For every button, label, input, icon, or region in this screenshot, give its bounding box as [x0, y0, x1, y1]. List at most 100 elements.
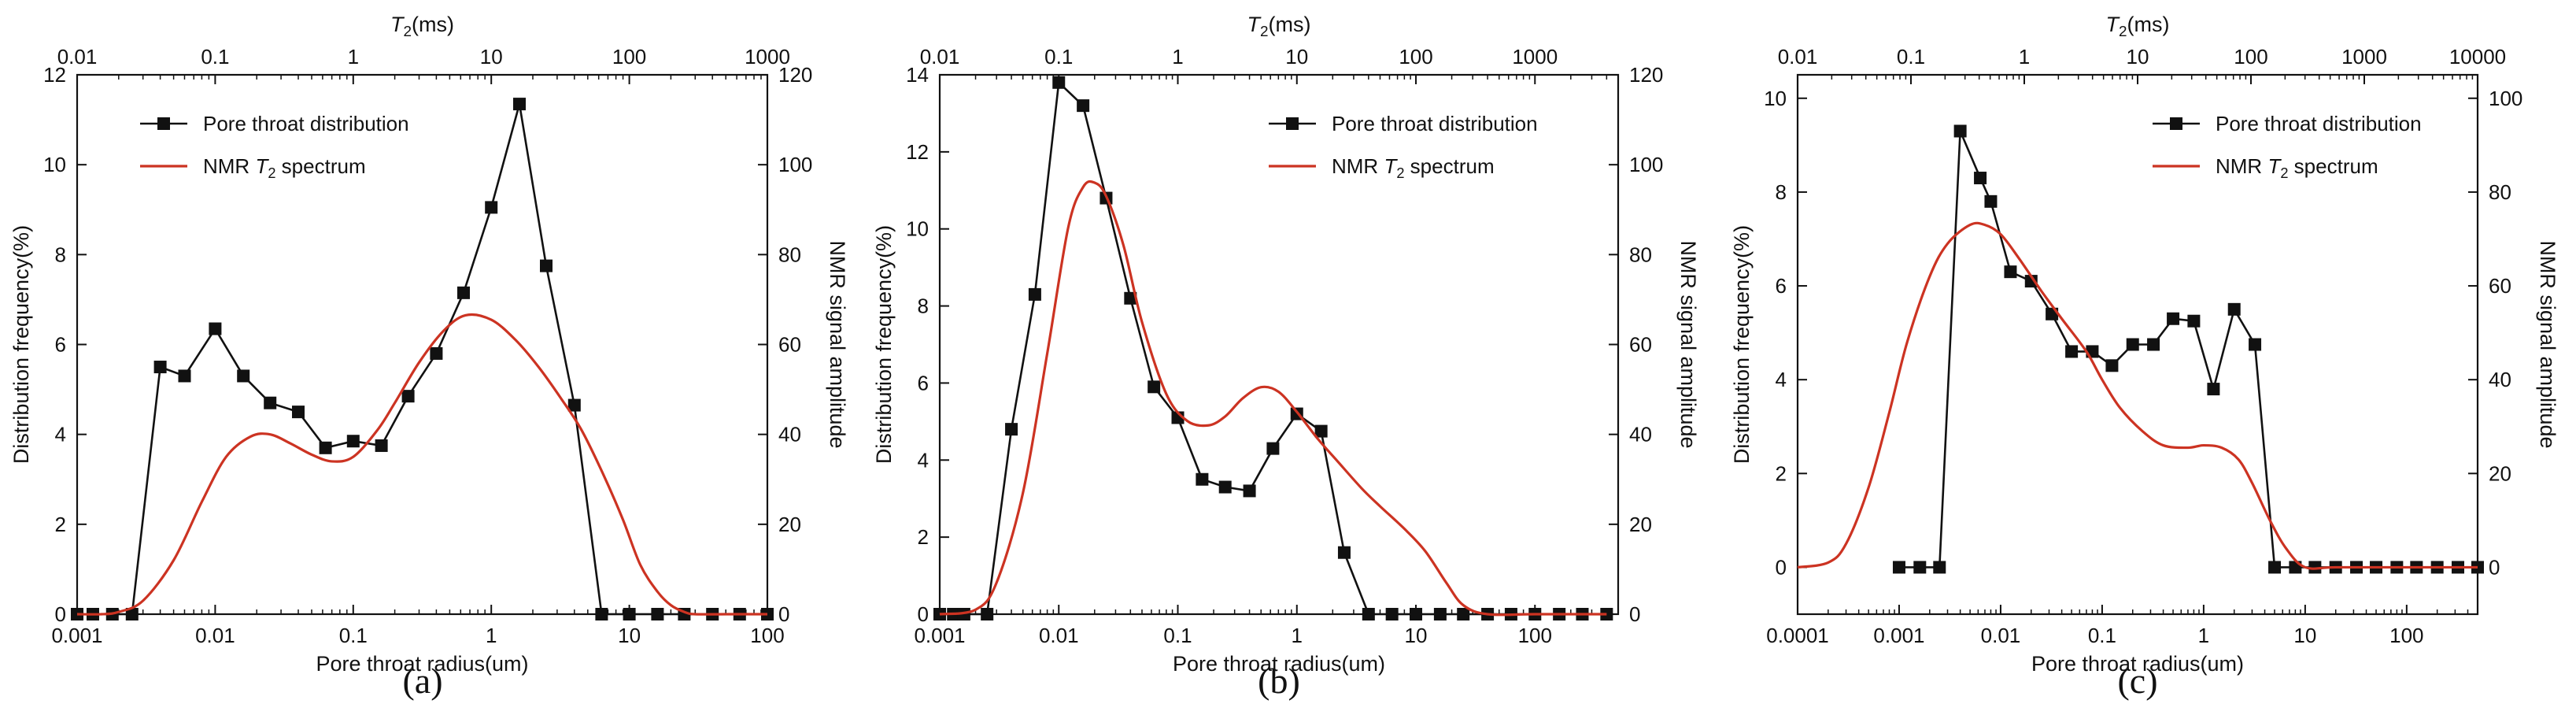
- y-right-axis-title: NMR signal amplitude: [2536, 240, 2559, 448]
- y-left-tick-label: 0: [55, 602, 66, 626]
- data-point-pore-throat: [346, 435, 360, 448]
- data-point-pore-throat: [430, 346, 443, 360]
- y-left-axis-title: Distribution frequency(%): [1730, 225, 1754, 464]
- y-right-tick-label: 80: [778, 243, 801, 266]
- y-left-tick-label: 2: [918, 525, 929, 549]
- x-tick-label: 100: [2389, 624, 2423, 647]
- panel-label: (b): [1258, 661, 1300, 701]
- data-point-pore-throat: [153, 361, 167, 374]
- y-right-tick-label: 80: [1629, 243, 1652, 266]
- data-point-pore-throat: [2024, 275, 2038, 288]
- data-point-pore-throat: [1243, 484, 1256, 498]
- data-point-pore-throat: [2207, 383, 2220, 396]
- x-tick-label: 10: [618, 624, 641, 647]
- top-tick-label: 10: [2127, 45, 2149, 69]
- legend-label-pore-throat: Pore throat distribution: [1332, 112, 1538, 135]
- y-right-tick-label: 20: [778, 513, 801, 536]
- data-point-pore-throat: [1933, 561, 1946, 574]
- x-tick-label: 0.1: [339, 624, 368, 647]
- x-tick-label: 0.001: [914, 624, 965, 647]
- y-left-tick-label: 0: [918, 602, 929, 626]
- data-point-pore-throat: [2105, 359, 2119, 372]
- y-left-tick-label: 8: [918, 294, 929, 318]
- legend-label-nmr-t2: NMR T2 spectrum: [203, 154, 366, 181]
- top-tick-label: 1: [1172, 45, 1183, 69]
- x-tick-label: 1: [2198, 624, 2209, 647]
- y-left-tick-label: 4: [918, 448, 929, 472]
- data-point-pore-throat: [2227, 302, 2241, 316]
- y-right-tick-label: 20: [1629, 513, 1652, 536]
- y-right-tick-label: 60: [778, 333, 801, 357]
- panel-label: (c): [2117, 661, 2157, 701]
- data-point-pore-throat: [1077, 99, 1090, 113]
- legend-label-nmr-t2: NMR T2 spectrum: [2216, 154, 2378, 181]
- y-right-tick-label: 60: [1629, 333, 1652, 357]
- data-point-pore-throat: [1148, 380, 1161, 394]
- data-point-pore-throat: [981, 608, 994, 620]
- data-point-pore-throat: [125, 608, 139, 620]
- data-point-pore-throat: [595, 608, 608, 620]
- top-tick-label: 0.1: [1897, 45, 1925, 69]
- legend-label-nmr-t2: NMR T2 spectrum: [1332, 154, 1495, 181]
- x-tick-label: 10: [2293, 624, 2316, 647]
- y-left-tick-label: 10: [43, 153, 66, 176]
- chart-panel-a: 0.001 0.01 0.1 1 10 1000.01 0.1 1 10 100 1000T2(ms…: [9, 13, 849, 701]
- data-point-pore-throat: [539, 259, 553, 272]
- x-tick-label: 100: [750, 624, 784, 647]
- top-axis-title: T2(ms): [390, 13, 454, 40]
- data-point-pore-throat: [513, 98, 527, 111]
- y-left-tick-label: 2: [1776, 461, 1787, 485]
- data-point-pore-throat: [1052, 76, 1066, 89]
- top-tick-label: 10000: [2449, 45, 2506, 69]
- data-point-pore-throat: [457, 286, 471, 299]
- data-point-pore-throat: [2147, 338, 2160, 351]
- data-point-pore-throat: [1457, 608, 1470, 620]
- data-point-pore-throat: [2268, 561, 2282, 574]
- y-right-tick-label: 0: [2489, 555, 2500, 579]
- y-left-tick-label: 6: [1776, 274, 1787, 298]
- data-point-pore-throat: [264, 396, 277, 409]
- legend-label-pore-throat: Pore throat distribution: [2216, 112, 2422, 135]
- top-tick-label: 0.1: [201, 45, 229, 69]
- x-axis-title: Pore throat radius(um): [2031, 652, 2244, 676]
- data-point-pore-throat: [485, 201, 498, 214]
- top-axis-title: T2(ms): [2106, 13, 2170, 40]
- top-tick-label: 0.1: [1044, 45, 1073, 69]
- data-point-pore-throat: [237, 369, 250, 383]
- data-point-pore-throat: [1266, 442, 1280, 455]
- y-right-tick-label: 20: [2489, 461, 2511, 485]
- legend: Pore throat distribution NMR T2 spectrum: [2153, 112, 2422, 181]
- y-right-tick-label: 100: [2489, 87, 2522, 110]
- y-right-tick-label: 60: [2489, 274, 2511, 298]
- series-curve-nmr-t2: [1797, 221, 2478, 570]
- x-axis-title: Pore throat radius(um): [1173, 652, 1385, 676]
- top-tick-label: 1: [2019, 45, 2030, 69]
- y-left-tick-label: 10: [1764, 87, 1787, 110]
- data-point-pore-throat: [2004, 265, 2017, 279]
- y-right-tick-label: 40: [778, 423, 801, 446]
- data-point-pore-throat: [375, 439, 388, 452]
- x-tick-label: 0.01: [1039, 624, 1079, 647]
- x-tick-label: 0.1: [1163, 624, 1192, 647]
- y-left-tick-label: 2: [55, 513, 66, 536]
- chart-panel-b: 0.001 0.01 0.1 1 10 1000.01 0.1 1 10 100 1000T2(ms…: [872, 13, 1700, 701]
- legend-marker-pore-throat: [2170, 117, 2182, 130]
- top-tick-label: 100: [612, 45, 646, 69]
- y-left-tick-label: 4: [1776, 368, 1787, 391]
- y-right-tick-label: 80: [2489, 180, 2511, 204]
- data-point-pore-throat: [2065, 345, 2079, 358]
- top-tick-label: 10: [480, 45, 503, 69]
- x-tick-label: 0.01: [1981, 624, 2021, 647]
- y-left-tick-label: 6: [55, 333, 66, 357]
- y-left-tick-label: 12: [906, 140, 929, 164]
- data-point-pore-throat: [2167, 312, 2180, 325]
- top-tick-label: 1000: [1512, 45, 1558, 69]
- chart-panel-c: 0.0001 0.001 0.01 0.1 1 10 1000.01 0.1 1 10 100 100…: [1730, 13, 2559, 701]
- y-right-axis-title: NMR signal amplitude: [1676, 240, 1700, 448]
- data-point-pore-throat: [1984, 194, 1998, 208]
- y-left-tick-label: 6: [918, 371, 929, 394]
- series-curve-nmr-t2: [76, 313, 767, 616]
- y-left-tick-label: 4: [55, 423, 66, 446]
- x-tick-label: 0.01: [195, 624, 235, 647]
